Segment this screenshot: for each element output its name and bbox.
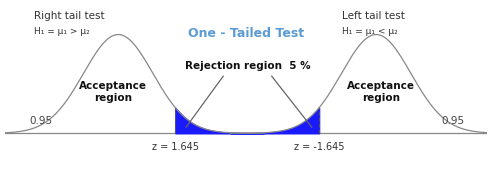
Text: Right tail test: Right tail test	[34, 11, 104, 21]
Text: Acceptance
region: Acceptance region	[79, 81, 148, 103]
Text: One - Tailed Test: One - Tailed Test	[188, 27, 304, 40]
Text: 0.95: 0.95	[442, 116, 465, 126]
Text: H₁ = μ₁ > μ₂: H₁ = μ₁ > μ₂	[34, 27, 90, 36]
Text: 0.95: 0.95	[30, 116, 53, 126]
Text: H₁ = μ₁ < μ₂: H₁ = μ₁ < μ₂	[342, 27, 398, 36]
Text: Rejection region  5 %: Rejection region 5 %	[184, 61, 310, 71]
Text: z = -1.645: z = -1.645	[294, 142, 344, 152]
Text: z = 1.645: z = 1.645	[152, 142, 199, 152]
Text: Left tail test: Left tail test	[342, 11, 405, 21]
Text: Acceptance
region: Acceptance region	[347, 81, 415, 103]
